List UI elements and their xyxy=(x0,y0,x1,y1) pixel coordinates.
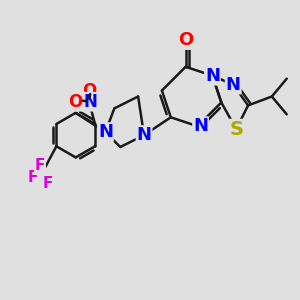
Text: O: O xyxy=(69,93,83,111)
Text: F: F xyxy=(42,176,53,191)
Text: F: F xyxy=(27,170,38,185)
Text: N: N xyxy=(193,117,208,135)
Text: N: N xyxy=(98,123,113,141)
Text: N: N xyxy=(84,93,98,111)
Text: N: N xyxy=(136,126,152,144)
Text: S: S xyxy=(229,120,243,139)
Text: O: O xyxy=(178,31,193,49)
Text: N: N xyxy=(226,76,241,94)
Text: N: N xyxy=(205,67,220,85)
Text: O: O xyxy=(82,82,96,100)
Text: F: F xyxy=(35,158,45,173)
